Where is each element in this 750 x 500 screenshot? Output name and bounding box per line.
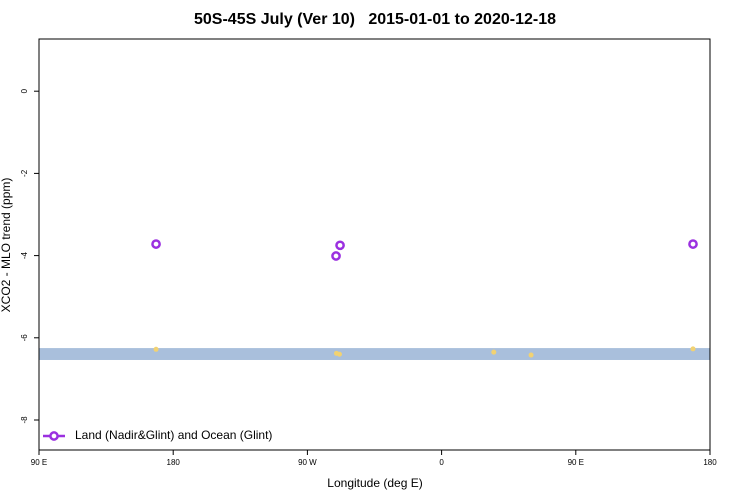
y-tick-label: -8 — [20, 416, 29, 424]
point — [153, 346, 159, 352]
point — [331, 251, 341, 261]
point — [528, 352, 534, 358]
legend-text: Land (Nadir&Glint) and Ocean (Glint) — [75, 428, 272, 442]
y-tick-label: -2 — [20, 169, 29, 177]
y-axis-label: XCO2 - MLO trend (ppm) — [0, 178, 13, 313]
point — [336, 351, 342, 357]
legend-marker — [49, 431, 59, 441]
point — [335, 240, 345, 251]
x-axis-label: Longitude (deg E) — [327, 476, 422, 490]
y-tick-label: -4 — [20, 251, 29, 259]
point — [688, 239, 698, 249]
point — [690, 346, 696, 352]
point — [491, 349, 497, 355]
x-tick-label: 90 W — [298, 458, 317, 467]
chart-title: 50S-45S July (Ver 10) 2015-01-01 to 2020… — [194, 11, 556, 28]
x-tick-label: 180 — [703, 458, 717, 467]
x-tick-label: 180 — [167, 458, 181, 467]
band — [39, 348, 710, 360]
point — [151, 239, 161, 249]
x-tick-label: 90 E — [568, 458, 584, 467]
x-tick-label: 90 E — [31, 458, 47, 467]
plot-frame — [38, 38, 711, 451]
y-tick-label: -6 — [20, 334, 29, 342]
x-tick-label: 0 — [439, 458, 444, 467]
y-tick-label: 0 — [20, 88, 29, 93]
